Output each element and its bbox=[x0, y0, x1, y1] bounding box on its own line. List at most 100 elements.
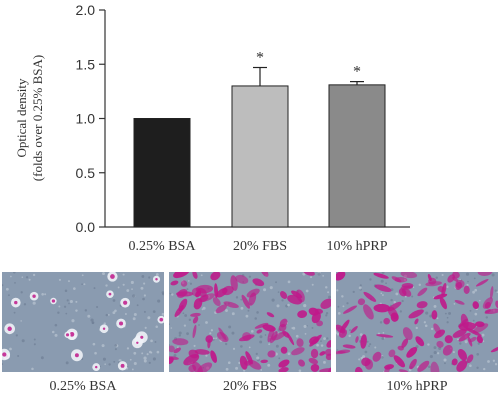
stained-cell bbox=[342, 344, 356, 349]
pore-dot bbox=[87, 314, 91, 318]
stained-cell bbox=[193, 298, 203, 310]
pore-dot bbox=[277, 291, 280, 293]
stained-cell bbox=[415, 336, 425, 347]
pore-dot bbox=[278, 357, 281, 360]
pore-dot bbox=[149, 350, 152, 354]
pore-dot bbox=[491, 273, 495, 277]
pore-dot bbox=[240, 298, 243, 301]
pore-dot bbox=[118, 358, 122, 362]
stained-cell bbox=[439, 297, 448, 310]
pore-dot bbox=[348, 334, 351, 338]
stained-cell bbox=[7, 326, 12, 331]
stained-cell bbox=[431, 310, 438, 320]
stained-cell bbox=[65, 333, 70, 337]
stained-cell bbox=[291, 347, 305, 356]
stained-cell bbox=[391, 276, 402, 283]
pore-dot bbox=[483, 367, 486, 371]
pore-dot bbox=[141, 352, 144, 355]
stained-cell bbox=[319, 351, 326, 356]
pore-dot bbox=[102, 272, 105, 276]
stained-cell bbox=[298, 359, 305, 367]
pore-dot bbox=[188, 318, 192, 322]
pore-dot bbox=[466, 283, 469, 287]
pore-dot bbox=[268, 343, 271, 346]
pore-dot bbox=[101, 344, 105, 348]
pore-dot bbox=[322, 274, 325, 277]
pore-dot bbox=[92, 342, 96, 346]
stained-cell bbox=[490, 286, 494, 299]
pore-dot bbox=[64, 289, 68, 293]
pore-dot bbox=[304, 333, 307, 335]
micrograph-label-bsa: 0.25% BSA bbox=[49, 379, 117, 394]
stained-cell bbox=[197, 362, 213, 372]
pore-dot bbox=[298, 369, 302, 372]
stained-cell bbox=[387, 301, 402, 312]
pore-dot bbox=[310, 276, 313, 279]
stained-cell bbox=[363, 291, 377, 302]
pore-dot bbox=[108, 363, 111, 366]
pore-dot bbox=[150, 339, 153, 343]
pore-dot bbox=[251, 330, 254, 333]
stained-cell bbox=[267, 350, 276, 358]
pore-dot bbox=[228, 325, 232, 329]
pore-dot bbox=[90, 318, 94, 322]
pore-dot bbox=[132, 317, 136, 321]
stained-cell bbox=[308, 357, 319, 365]
pore-dot bbox=[481, 333, 485, 337]
pore-dot bbox=[362, 355, 366, 359]
pore-dot bbox=[141, 275, 145, 278]
stained-cell bbox=[173, 347, 181, 354]
pore-dot bbox=[448, 311, 452, 315]
pore-dot bbox=[9, 347, 12, 351]
pore-dot bbox=[131, 288, 133, 290]
x-tick-labels: 0.25% BSA 20% FBS 10% hPRP bbox=[129, 239, 388, 254]
stained-cell bbox=[178, 298, 188, 312]
pore-dot bbox=[171, 293, 174, 296]
pore-dot bbox=[433, 304, 437, 308]
y-axis-title-line2: (folds over 0.25% BSA) bbox=[30, 55, 45, 181]
pore-dot bbox=[5, 287, 9, 291]
pore-dot bbox=[183, 324, 187, 327]
stained-cell bbox=[190, 312, 201, 317]
pore-dot bbox=[178, 331, 182, 335]
pore-dot bbox=[328, 295, 331, 299]
pore-dot bbox=[366, 340, 369, 343]
pore-dot bbox=[469, 364, 472, 368]
pore-dot bbox=[103, 322, 106, 325]
pore-dot bbox=[415, 326, 418, 330]
stained-cell bbox=[210, 272, 221, 281]
pore-dot bbox=[276, 304, 280, 308]
pore-dot bbox=[395, 292, 399, 296]
stained-cell bbox=[452, 272, 460, 279]
x-tick-label: 10% hPRP bbox=[326, 239, 387, 254]
stained-cell bbox=[442, 344, 453, 356]
pore-dot bbox=[320, 340, 322, 343]
pore-dot bbox=[393, 301, 396, 304]
pore-dot bbox=[275, 281, 277, 284]
stained-cell bbox=[108, 292, 112, 296]
stained-cell bbox=[437, 286, 445, 293]
stained-cell bbox=[474, 321, 485, 328]
pore-dot bbox=[255, 352, 258, 356]
pore-dot bbox=[105, 313, 109, 317]
stained-cell bbox=[212, 297, 221, 307]
pore-dot bbox=[444, 312, 447, 315]
stained-cell bbox=[416, 301, 428, 309]
stained-cell bbox=[384, 364, 395, 370]
pore-dot bbox=[399, 310, 402, 313]
pore-dot bbox=[476, 352, 480, 356]
stained-cell bbox=[463, 285, 470, 294]
stained-cell bbox=[223, 301, 239, 309]
pore-dot bbox=[427, 343, 430, 346]
pore-dot bbox=[112, 311, 116, 315]
y-axis-title-line1: Optical density bbox=[14, 78, 29, 158]
pore-dot bbox=[28, 278, 31, 281]
pore-dot bbox=[155, 273, 159, 276]
pore-dot bbox=[476, 366, 479, 369]
stained-cell bbox=[235, 274, 249, 284]
pore-dot bbox=[469, 309, 472, 312]
pore-dot bbox=[260, 369, 263, 371]
pore-dot bbox=[21, 339, 25, 343]
pore-dot bbox=[336, 331, 338, 334]
pore-dot bbox=[113, 360, 116, 363]
